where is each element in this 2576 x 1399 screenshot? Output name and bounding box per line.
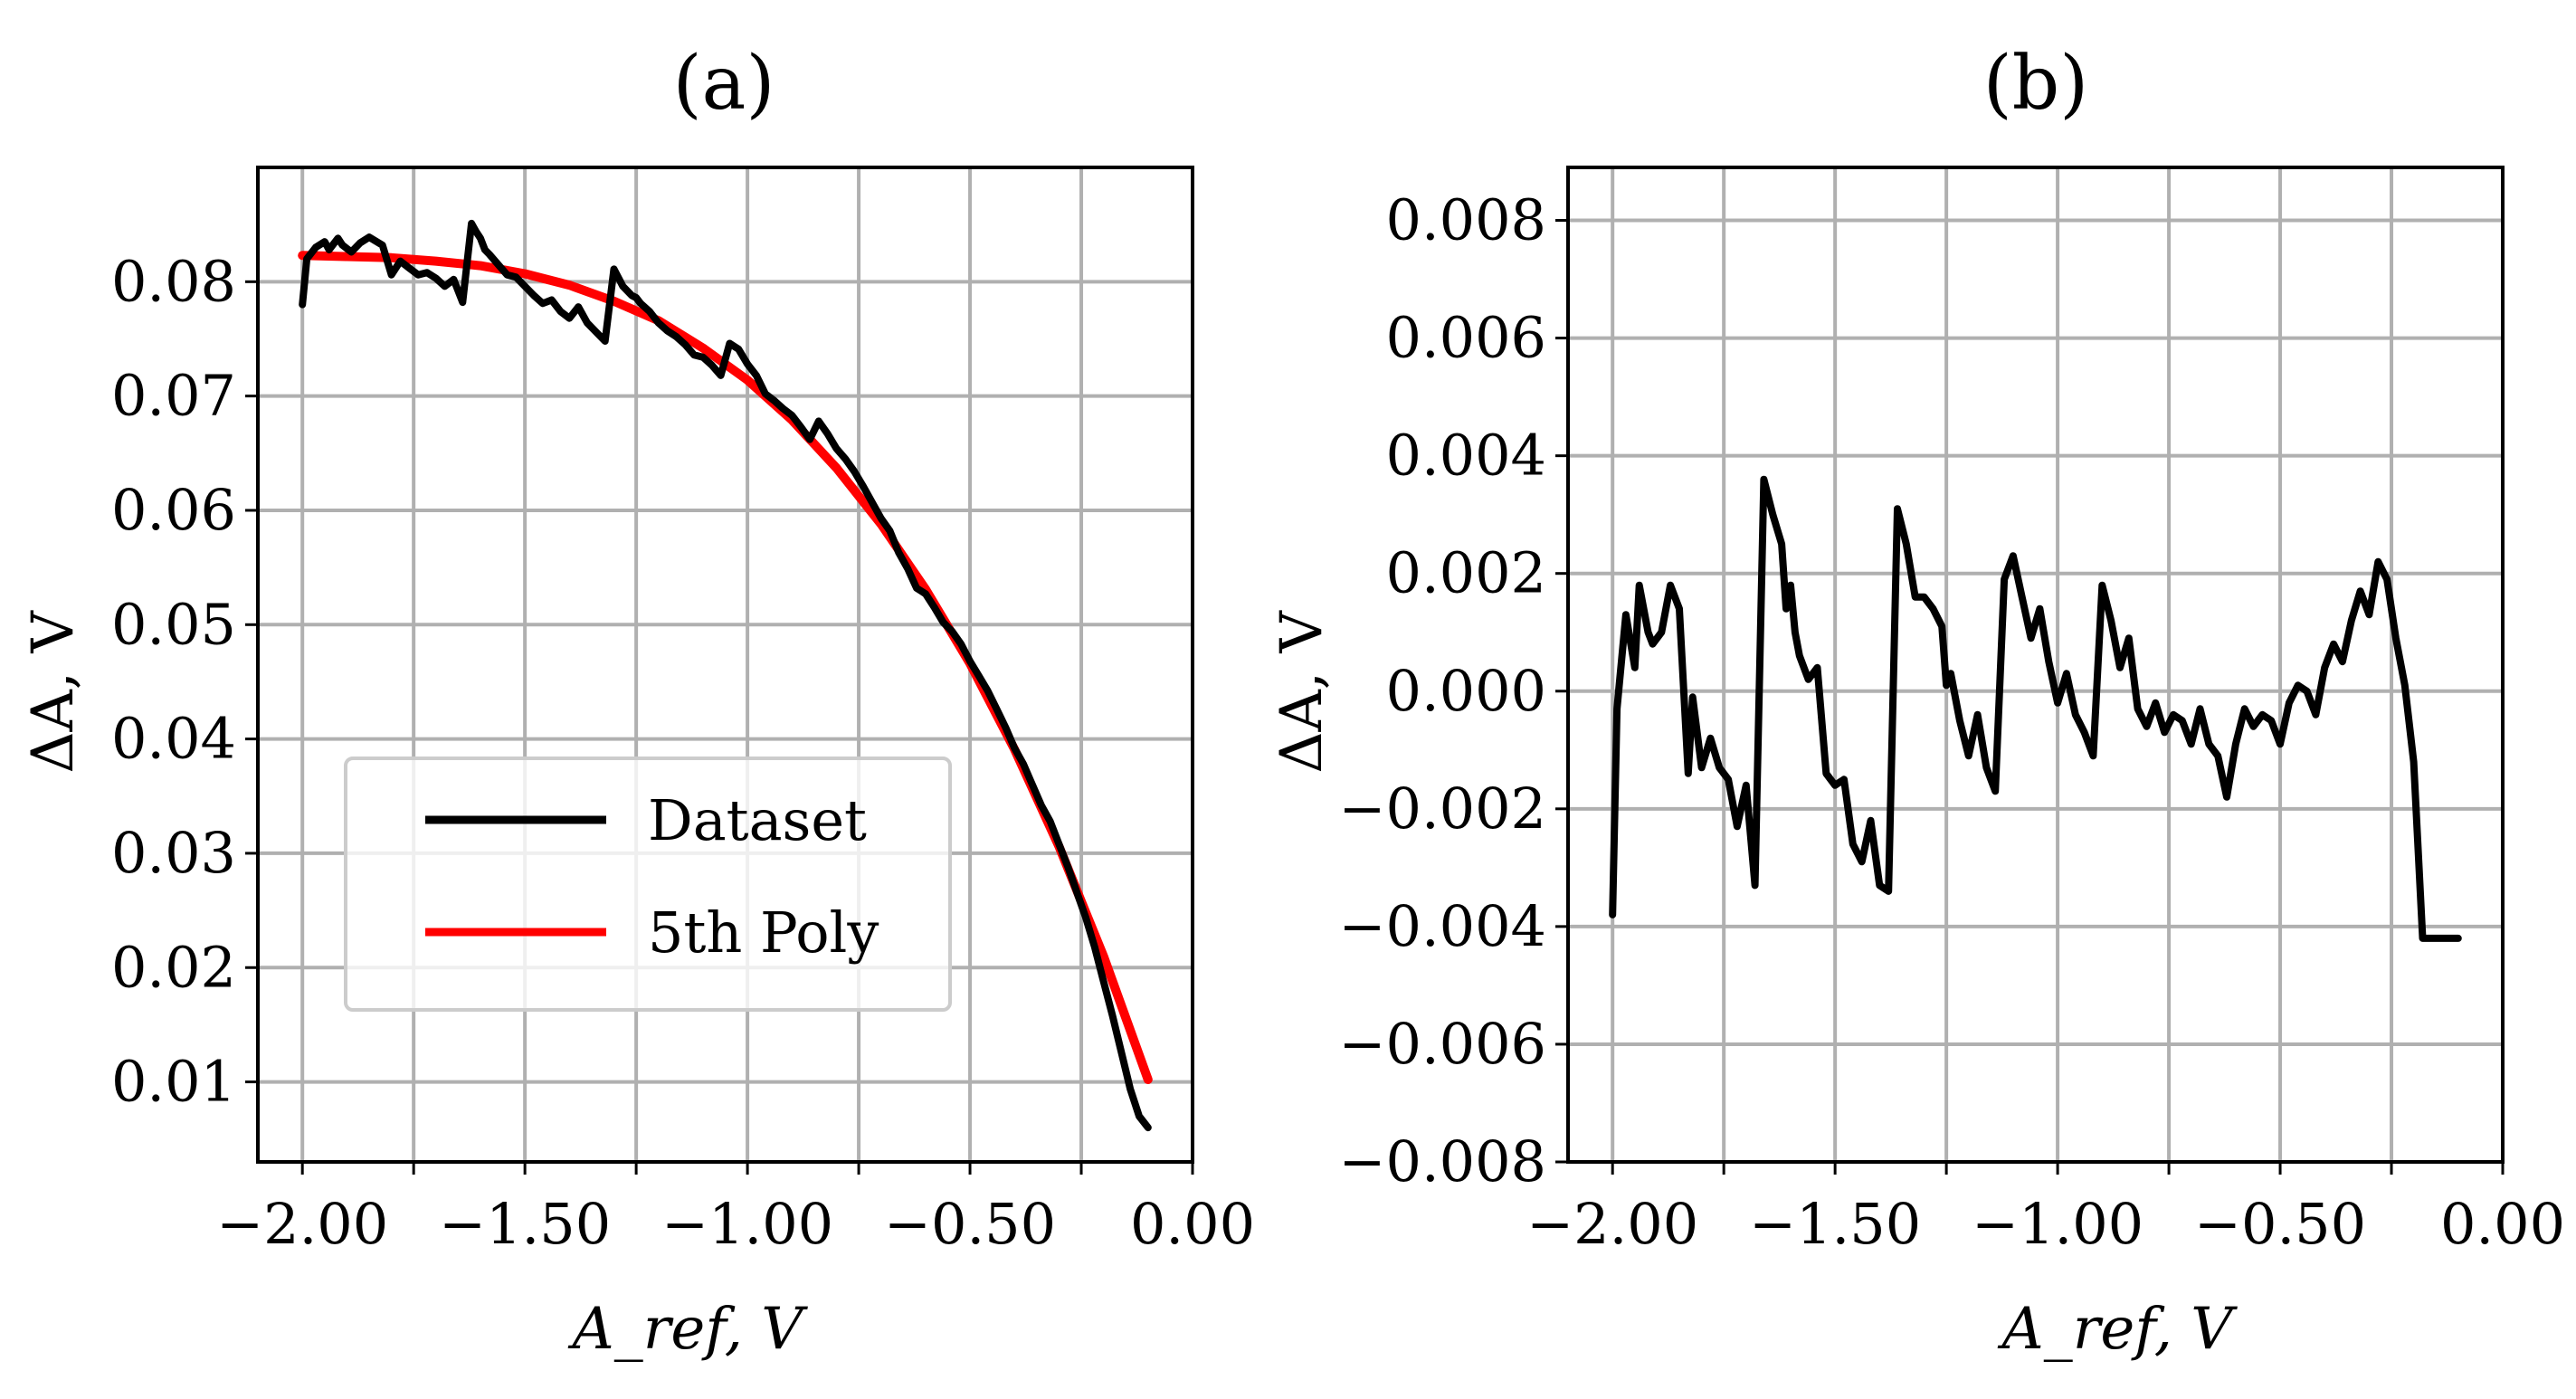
x-tick-label: −2.00	[1526, 1191, 1698, 1257]
x-tick-label: −0.50	[2194, 1191, 2366, 1257]
x-tick-label: −2.00	[216, 1191, 388, 1257]
y-tick-label: 0.006	[1386, 305, 1547, 371]
y-axis-label-panel-a: ΔA, V	[20, 610, 87, 774]
chart-panel-b: −2.00 −1.50 −1.00 −0.50 0.00 −0.008−0.006−0.…	[1269, 41, 2565, 1363]
y-tick-label: 0.07	[111, 363, 236, 429]
legend-label-5th-poly: 5th Poly	[648, 899, 879, 966]
y-tick-label: 0.000	[1386, 658, 1547, 724]
y-tick-label: 0.06	[111, 477, 236, 543]
y-tick-label: 0.004	[1386, 423, 1547, 489]
y-axis-label-panel-b: ΔA, V	[1269, 610, 1336, 774]
plot-frame-panel-b	[1566, 166, 2505, 1164]
x-ticks-panel-b: −2.00 −1.50 −1.00 −0.50 0.00	[1526, 1162, 2565, 1257]
y-tick-label: 0.002	[1386, 540, 1547, 606]
legend-label-dataset: Dataset	[648, 787, 867, 853]
residual-line-layer-panel-b	[1609, 475, 2462, 942]
dataset-line-layer-panel-a	[299, 219, 1152, 1132]
x-tick-label: −1.50	[439, 1191, 611, 1257]
x-ticks-panel-a: −2.00 −1.50 −1.00 −0.50 0.00	[216, 1162, 1255, 1257]
y-ticks-panel-b: −0.008 −0.006 −0.004 −0.002 0.000 0.002 0.004 0…	[1339, 187, 1568, 1194]
x-tick-label: 0.00	[1130, 1191, 1255, 1257]
y-tick-label: 0.02	[111, 934, 236, 1000]
y-tick-label: −0.004	[1339, 893, 1546, 959]
y-tick-label: 0.05	[111, 591, 236, 657]
plot-frame-panel-a	[256, 166, 1194, 1164]
x-axis-label-panel-a: A_ref, V	[568, 1296, 809, 1363]
y-tick-label: −0.006	[1339, 1011, 1546, 1077]
chart-title-panel-b: (b)	[1983, 41, 2088, 127]
x-tick-label: −1.00	[1972, 1191, 2143, 1257]
y-tick-label: 0.03	[111, 820, 236, 886]
chart-title-panel-a: (a)	[673, 41, 775, 127]
y-tick-label: −0.008	[1339, 1128, 1546, 1194]
y-tick-label: 0.01	[111, 1049, 236, 1115]
x-tick-label: −1.50	[1749, 1191, 1921, 1257]
x-axis-label-panel-b: A_ref, V	[1998, 1296, 2239, 1363]
y-tick-label: 0.008	[1386, 187, 1547, 253]
y-tick-label: 0.08	[111, 248, 236, 314]
y-tick-label: 0.04	[111, 706, 236, 772]
x-tick-label: −1.00	[661, 1191, 833, 1257]
y-ticks-panel-a: 0.01 0.02 0.03 0.04 0.05 0.06 0.07 0.08	[111, 248, 258, 1115]
chart-panel-a: −2.00 −1.50 −1.00 −0.50 0.00 0.010.020.030.0…	[20, 41, 1255, 1363]
y-tick-label: −0.002	[1339, 776, 1546, 842]
x-tick-label: −0.50	[884, 1191, 1056, 1257]
legend: Dataset 5th Poly	[344, 757, 952, 1012]
x-tick-label: 0.00	[2440, 1191, 2565, 1257]
residual-series-line	[1609, 475, 2462, 942]
dataset-series-line	[299, 219, 1152, 1132]
